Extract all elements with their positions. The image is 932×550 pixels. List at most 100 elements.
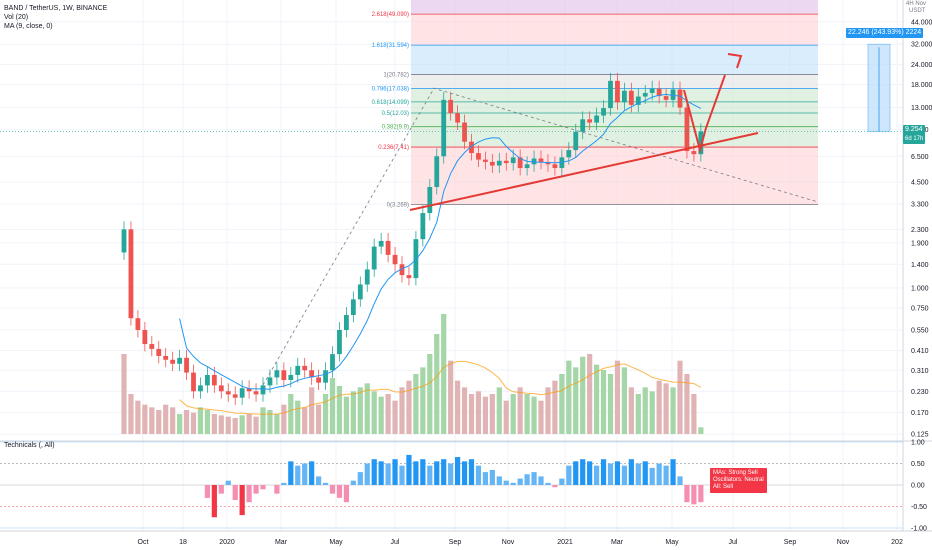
candle	[371, 246, 377, 270]
price-tick-6: 6.500	[911, 154, 929, 161]
fib-label-4: 0.618(14.099)	[372, 100, 409, 106]
volume-bar	[434, 334, 440, 434]
candle	[670, 89, 676, 100]
volume-bar	[246, 414, 252, 434]
fib-label-7: 0.236(7.41)	[378, 145, 409, 151]
technicals-bar	[204, 485, 210, 498]
candle	[469, 141, 474, 154]
volume-bar	[399, 387, 405, 434]
candle	[309, 370, 315, 378]
candle	[635, 96, 641, 105]
candle	[295, 365, 301, 375]
candle	[677, 89, 683, 108]
volume-bar	[524, 394, 530, 434]
technicals-bar	[392, 459, 398, 485]
volume-bar	[607, 374, 614, 434]
candle	[448, 99, 454, 114]
volume-bar	[614, 360, 621, 434]
scale-label: 4H Nov	[906, 1, 927, 7]
volume-bar	[371, 391, 377, 434]
candle	[225, 391, 231, 395]
candle	[385, 240, 391, 255]
price-tick-7: 4.500	[911, 180, 929, 187]
volume-bar	[406, 380, 412, 434]
candle	[260, 385, 266, 395]
volume-bar	[594, 364, 600, 434]
technicals-bar	[503, 480, 509, 485]
candle	[232, 394, 238, 398]
technicals-bar	[295, 465, 301, 485]
time-tick-7: Nov	[502, 539, 515, 546]
candle	[128, 229, 134, 319]
candle	[211, 374, 217, 386]
tech-tick-1: 0.50	[911, 461, 925, 468]
technicals-bar	[350, 480, 356, 485]
technicals-label[interactable]: Technicals (, All)	[4, 442, 55, 449]
technicals-bar	[621, 465, 627, 485]
technicals-bar	[371, 459, 377, 485]
candle	[149, 344, 155, 349]
price-tick-12: 1.000	[911, 285, 929, 292]
volume-bar	[149, 407, 155, 434]
fib-label-1: 1.618(31.594)	[372, 43, 409, 49]
time-tick-11: Jul	[729, 539, 738, 546]
time-tick-8: 2021	[557, 539, 573, 546]
technicals-bar	[288, 461, 294, 485]
technicals-bar	[385, 463, 391, 485]
fib-band	[411, 101, 818, 113]
technicals-signal-box: MAs: Strong Sell Oscillators: Neutral Al…	[710, 468, 767, 493]
time-tick-6: Sep	[449, 539, 462, 546]
technicals-bar	[524, 474, 530, 485]
volume-ma-line	[179, 360, 702, 415]
ma-indicator-label[interactable]: MA (9, close, 0)	[4, 23, 53, 30]
candle	[698, 131, 704, 155]
price-tick-2: 24.000	[911, 62, 932, 69]
candle	[483, 159, 488, 162]
volume-bar	[441, 314, 447, 434]
technicals-bar	[670, 459, 676, 485]
volume-bar	[448, 360, 454, 434]
fib-label-3: 0.786(17.038)	[372, 87, 409, 93]
candle	[142, 329, 148, 345]
volume-bar	[642, 387, 648, 434]
volume-bar	[142, 404, 148, 434]
fib-band	[411, 45, 818, 75]
price-tick-9: 2.300	[911, 227, 929, 234]
technicals-bar	[218, 485, 224, 494]
candle	[649, 88, 655, 93]
signal-oscillators: Oscillators: Neutral	[713, 477, 764, 483]
technicals-bar	[552, 485, 558, 488]
volume-bar	[698, 427, 704, 434]
candle	[205, 374, 210, 386]
candle	[496, 160, 502, 166]
projection-path	[683, 74, 726, 154]
technicals-bar	[600, 459, 607, 485]
volume-bar	[177, 414, 183, 434]
technicals-bar	[573, 461, 579, 485]
symbol-title[interactable]: BAND / TetherUS, 1W, BINANCE	[4, 5, 108, 12]
candle	[608, 80, 613, 109]
technicals-panel	[0, 441, 903, 529]
time-tick-9: Mar	[611, 539, 624, 546]
volume-bar	[566, 360, 572, 434]
volume-bar	[510, 394, 516, 434]
candle	[135, 318, 141, 330]
volume-bar	[420, 367, 426, 434]
volume-bar	[461, 387, 468, 434]
candlesticks	[121, 72, 704, 406]
time-tick-5: Jul	[391, 539, 400, 546]
volume-bar	[281, 404, 287, 434]
volume-indicator-label[interactable]: Vol (20)	[4, 14, 29, 21]
candle	[573, 131, 579, 151]
technicals-bar	[587, 461, 593, 485]
candle	[455, 113, 460, 123]
volume-bars	[121, 314, 704, 434]
technicals-bar	[434, 461, 440, 485]
technicals-bar	[329, 485, 336, 494]
candle	[350, 299, 356, 316]
candle	[288, 374, 294, 380]
technicals-bar	[364, 463, 370, 485]
technicals-bar	[232, 485, 238, 501]
price-tick-19: 0.125	[911, 432, 929, 439]
